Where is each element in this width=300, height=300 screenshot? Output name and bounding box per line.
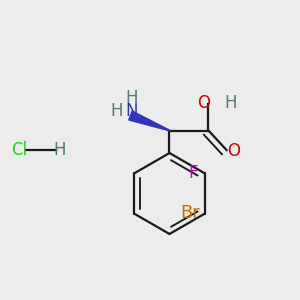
Text: Cl: Cl bbox=[11, 141, 28, 159]
Polygon shape bbox=[129, 111, 169, 131]
Text: H: H bbox=[126, 89, 138, 107]
Text: H: H bbox=[54, 141, 66, 159]
Text: Br: Br bbox=[180, 204, 200, 222]
Text: O: O bbox=[197, 94, 211, 112]
Text: N: N bbox=[126, 102, 138, 120]
Text: F: F bbox=[188, 164, 198, 182]
Text: O: O bbox=[227, 142, 241, 160]
Text: H: H bbox=[225, 94, 237, 112]
Text: H: H bbox=[111, 102, 123, 120]
